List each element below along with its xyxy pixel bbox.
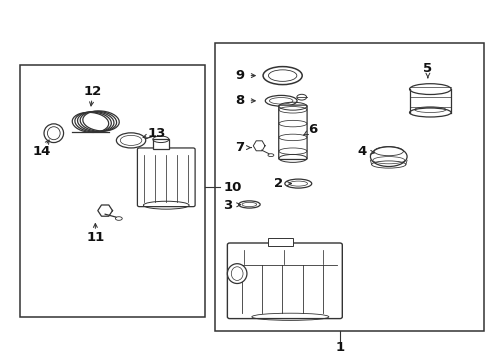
FancyBboxPatch shape [137, 148, 195, 207]
Text: 9: 9 [235, 69, 244, 82]
Text: 8: 8 [235, 94, 244, 107]
Text: 13: 13 [147, 127, 165, 140]
Bar [268, 238, 292, 246]
Text: 1: 1 [335, 341, 344, 354]
FancyBboxPatch shape [227, 243, 342, 319]
Text: 6: 6 [308, 123, 317, 136]
Bar [20, 65, 205, 317]
Bar [215, 43, 483, 331]
Text: 4: 4 [357, 145, 366, 158]
Text: 2: 2 [274, 177, 283, 190]
Ellipse shape [227, 264, 246, 284]
Text: 10: 10 [223, 181, 241, 194]
Bar [152, 139, 169, 149]
Text: 7: 7 [235, 141, 244, 154]
Text: 14: 14 [32, 145, 51, 158]
Text: 12: 12 [83, 85, 102, 98]
Text: 11: 11 [86, 231, 104, 244]
Text: 3: 3 [223, 199, 231, 212]
FancyBboxPatch shape [278, 105, 306, 159]
Text: 5: 5 [423, 62, 431, 75]
